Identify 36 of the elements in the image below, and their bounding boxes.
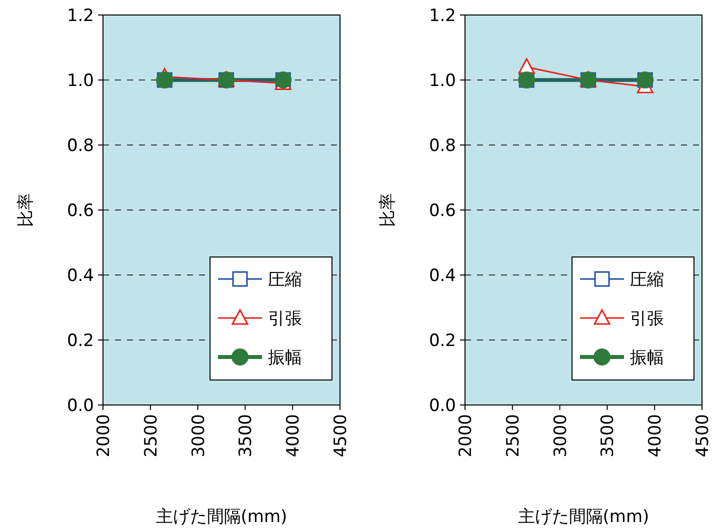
x-tick-label: 3000 (550, 414, 571, 458)
legend-label: 圧縮 (630, 270, 664, 290)
x-axis-title: 主げた間隔(mm) (518, 507, 650, 527)
x-tick-label: 2000 (94, 414, 114, 458)
x-tick-label: 4500 (331, 414, 351, 458)
x-tick-label: 2500 (141, 414, 162, 458)
legend-label: 振幅 (268, 348, 302, 368)
x-tick-label: 4000 (284, 414, 304, 458)
y-tick-label: 0.8 (428, 136, 456, 156)
y-axis-title: 比率 (378, 193, 398, 227)
x-tick-label: 4000 (646, 414, 666, 458)
y-tick-label: 0.0 (428, 396, 456, 416)
legend-label: 振幅 (630, 348, 664, 368)
y-tick-label: 0.6 (66, 201, 94, 221)
x-tick-label: 4500 (693, 414, 713, 458)
y-tick-label: 0.4 (66, 266, 94, 286)
y-tick-label: 0.2 (66, 331, 94, 351)
x-tick-label: 2500 (503, 414, 524, 458)
y-tick-label: 1.2 (428, 6, 456, 26)
x-tick-label: 2000 (456, 414, 476, 458)
y-tick-label: 0.8 (66, 136, 94, 156)
y-tick-label: 0.2 (428, 331, 456, 351)
x-tick-label: 3500 (236, 414, 256, 458)
y-tick-label: 0.0 (66, 396, 94, 416)
y-tick-label: 0.4 (428, 266, 456, 286)
legend-label: 引張 (630, 309, 664, 329)
x-axis-title: 主げた間隔(mm) (156, 507, 288, 527)
x-tick-label: 3500 (598, 414, 618, 458)
y-tick-label: 1.0 (66, 71, 94, 91)
x-tick-label: 3000 (188, 414, 209, 458)
y-tick-label: 1.2 (66, 6, 94, 26)
y-axis-title: 比率 (16, 193, 36, 227)
y-tick-label: 1.0 (428, 71, 456, 91)
y-tick-label: 0.6 (428, 201, 456, 221)
legend-label: 引張 (268, 309, 302, 329)
legend-label: 圧縮 (268, 270, 302, 290)
